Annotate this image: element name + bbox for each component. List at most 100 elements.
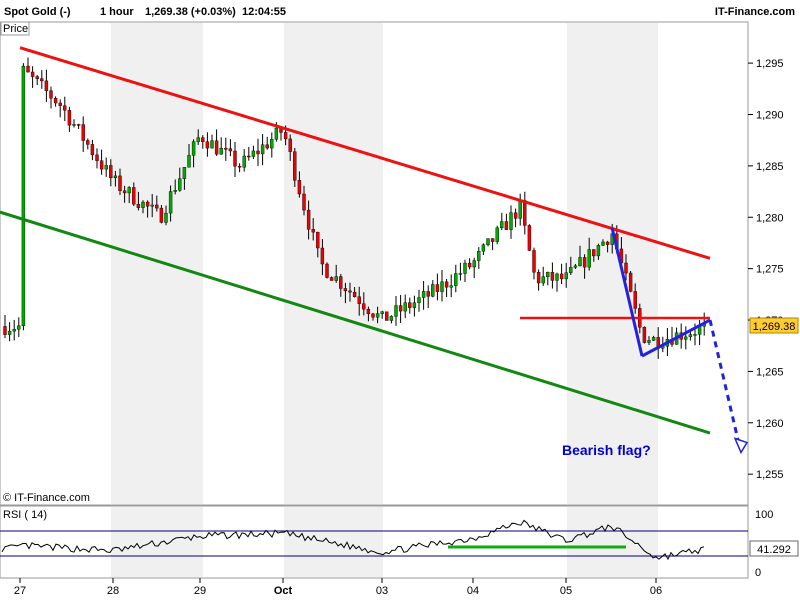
header-timeframe: 1 hour (100, 6, 134, 18)
candle-body (104, 165, 108, 170)
header-bar (0, 0, 800, 22)
candle-body (481, 244, 486, 252)
x-tick-label: 06 (650, 585, 662, 597)
price-y-tick-label: 1,275 (756, 264, 784, 276)
candle-body (532, 250, 536, 273)
candle-body (12, 328, 16, 332)
x-tick-label: 05 (560, 585, 572, 597)
candle-body (467, 262, 472, 268)
trendline-flag-pole (610, 227, 644, 357)
header-quote: 1,269.38 (+0.03%) (145, 6, 236, 18)
candle-body (251, 150, 256, 157)
price-y-tick-label: 1,285 (756, 161, 784, 173)
candle-body (113, 175, 118, 179)
candle-body (339, 276, 343, 289)
candle-body (412, 302, 417, 308)
candle-body (49, 90, 53, 99)
candle-body (311, 229, 315, 233)
candle-body (53, 98, 58, 104)
candle-body (76, 124, 81, 126)
candle-body (463, 262, 467, 274)
header-instrument: Spot Gold (-) (4, 6, 71, 18)
candle-body (95, 154, 99, 161)
candle-body (320, 247, 325, 265)
candle-body (523, 200, 527, 226)
trendlines (0, 46, 749, 455)
candle-body (513, 212, 518, 219)
candle-body (187, 155, 191, 168)
watermark: © IT-Finance.com (3, 492, 90, 504)
candle-body (63, 105, 67, 111)
candle-body (504, 221, 509, 230)
last-price-label: 1,269.38 (753, 321, 796, 333)
candle-body (559, 273, 564, 280)
candle-body (546, 272, 550, 277)
trendline-flag (641, 318, 711, 358)
candle-body (136, 203, 141, 208)
candle-body (375, 313, 380, 318)
header-brand: IT-Finance.com (715, 6, 795, 18)
candle-body (90, 144, 95, 156)
rsi-max-label: 100 (755, 509, 773, 521)
candle-body (242, 155, 246, 168)
candle-body (316, 231, 320, 249)
candle-body (214, 140, 219, 155)
candle-body (237, 165, 242, 168)
annotation-bearish-flag: Bearish flag? (562, 442, 651, 458)
candle-body (684, 336, 688, 340)
candle-body (605, 241, 610, 245)
x-axis: 27 28 29 Oct 03 04 05 06 (14, 578, 662, 597)
candle-body (444, 281, 449, 288)
candle-body (343, 288, 348, 292)
candle-body (26, 65, 30, 73)
candle-body (127, 187, 131, 194)
candlestick-series (3, 57, 706, 359)
price-y-tick-label: 1,260 (756, 418, 784, 430)
candle-body (454, 273, 458, 286)
candle-body (293, 151, 297, 181)
candle-body (72, 124, 76, 126)
candle-body (168, 191, 173, 214)
candle-body (385, 311, 389, 321)
candle-body (17, 325, 21, 330)
candle-body (288, 138, 292, 152)
candle-body (389, 316, 394, 321)
x-tick-label: 03 (376, 585, 388, 597)
candle-body (403, 302, 407, 312)
candle-body (362, 303, 366, 310)
candle-body (633, 291, 637, 309)
candle-body (247, 155, 251, 158)
candle-body (601, 241, 605, 246)
rsi-label: RSI ( 14) (3, 509, 47, 521)
projection-arrowhead (733, 437, 749, 455)
candle-body (421, 291, 426, 298)
candle-body (596, 245, 601, 257)
rsi-last-box (749, 540, 799, 557)
candle-body (30, 71, 35, 77)
candle-body (509, 212, 513, 230)
candle-body (210, 140, 214, 149)
rsi-band-05 (567, 507, 658, 577)
candle-body (426, 291, 430, 297)
candle-body (297, 180, 302, 195)
candle-body (688, 334, 693, 338)
candle-body (81, 124, 85, 141)
header-time: 12:04:55 (242, 6, 286, 18)
candle-body (44, 80, 49, 91)
price-y-tick-label: 1,265 (756, 366, 784, 378)
candle-body (371, 313, 375, 318)
price-panel: Price © IT-Finance.com 1,255 1,260 1,265 1,… (0, 21, 799, 506)
rsi-panel: RSI ( 14) 100 0 41.292 (0, 505, 799, 579)
candle-body (40, 78, 44, 82)
candle-body (150, 204, 154, 207)
candle-body (201, 137, 205, 142)
candle-body (366, 308, 371, 315)
candle-body (642, 326, 647, 343)
candle-body (628, 272, 633, 292)
last-price-marker: 1,269.38 (749, 317, 799, 334)
candle-body (651, 337, 656, 341)
candle-body (357, 296, 361, 304)
candle-body (270, 139, 274, 149)
candle-body (325, 263, 329, 278)
